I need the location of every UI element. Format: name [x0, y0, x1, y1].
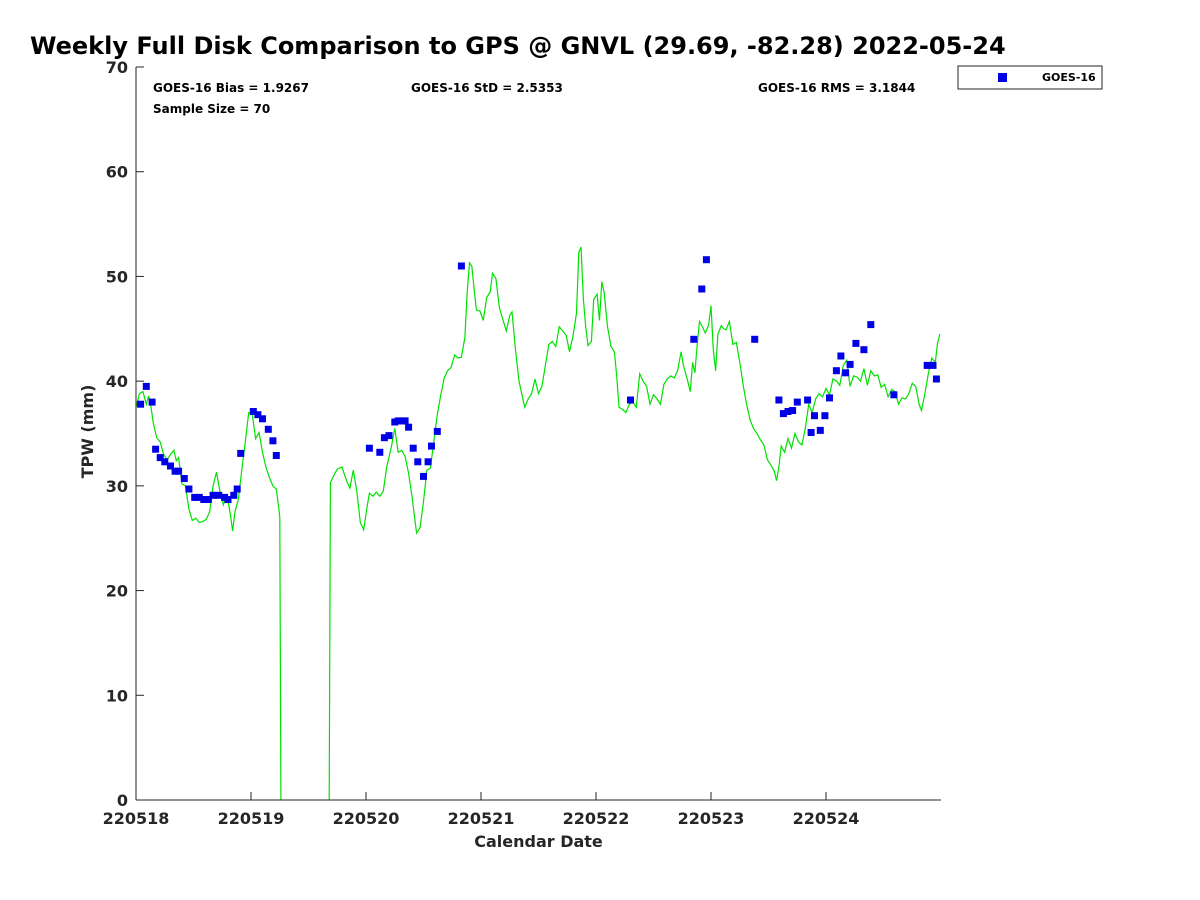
y-tick-label: 70 [106, 58, 128, 77]
y-tick-label: 30 [106, 477, 128, 496]
goes-16-point [233, 485, 241, 493]
y-tick-label: 0 [117, 791, 128, 810]
goes-16-point [195, 493, 203, 501]
goes-16-point [200, 496, 208, 503]
goes-16-point [191, 493, 199, 501]
goes-16-point [161, 458, 169, 466]
goes-16-point [175, 467, 183, 475]
goes-16-point [365, 444, 373, 452]
goes-16-point [259, 415, 266, 423]
legend-label-goes-16: GOES-16 [1042, 71, 1096, 84]
x-tick-label: 220519 [218, 809, 285, 828]
goes-16-point [167, 462, 174, 470]
goes-16-point [249, 408, 257, 415]
rms-annotation: GOES-16 RMS = 3.1844 [758, 81, 915, 95]
goes-16-point [807, 429, 815, 436]
y-tick-label: 20 [106, 582, 128, 601]
goes-16-point [264, 425, 272, 433]
bias-annotation: GOES-16 Bias = 1.9267 [153, 81, 309, 95]
goes-16-point [860, 346, 868, 354]
goes-16-point [811, 412, 818, 420]
goes-16-point [137, 400, 145, 408]
goes-16-point [272, 452, 280, 459]
goes-16-point [215, 491, 223, 499]
goes-16-point [385, 432, 393, 440]
goes-16-point [420, 472, 427, 480]
goes-16-point [185, 485, 193, 493]
goes-16-point [405, 423, 413, 431]
x-tick-label: 220518 [103, 809, 170, 828]
goes-16-point [702, 256, 710, 264]
x-tick-label: 220522 [563, 809, 630, 828]
goes-16-point [821, 412, 829, 420]
y-tick-label: 40 [106, 372, 128, 391]
legend-box [957, 65, 1103, 90]
goes-16-point [414, 458, 422, 466]
goes-16-point [254, 411, 262, 419]
goes-16-point [751, 335, 759, 343]
std-annotation: GOES-16 StD = 2.5353 [411, 81, 563, 95]
axes [135, 67, 941, 801]
goes-16-point [156, 454, 164, 462]
goes-16-point [409, 444, 417, 452]
x-axis-label: Calendar Date [474, 832, 603, 851]
goes-16-point [428, 442, 435, 450]
goes-16-point [380, 434, 388, 442]
goes-16-point [923, 361, 931, 369]
goes-16-point [209, 491, 217, 499]
plot-area [136, 67, 941, 800]
goes-16-point [401, 417, 409, 425]
goes-16-point [932, 375, 940, 383]
goes-16-point [816, 426, 824, 434]
x-tick-label: 220520 [333, 809, 400, 828]
goes-16-point [789, 407, 797, 414]
x-tick-label: 220521 [448, 809, 515, 828]
goes-16-point [698, 285, 706, 293]
goes-16-point [846, 360, 854, 368]
y-tick-label: 60 [106, 163, 128, 182]
goes-16-point [929, 361, 937, 369]
goes-16-series [137, 256, 940, 503]
goes-16-point [779, 410, 787, 418]
goes-16-point [180, 475, 188, 482]
goes-16-point [804, 396, 812, 404]
goes-16-point [152, 445, 160, 453]
y-axis-ticks: 0 10 20 30 40 50 60 70 [106, 58, 144, 810]
sample-size-annotation: Sample Size = 70 [153, 102, 270, 116]
goes-16-point [376, 448, 384, 456]
x-tick-label: 220524 [793, 809, 860, 828]
x-tick-label: 220523 [678, 809, 745, 828]
goes-16-point [837, 352, 845, 360]
goes-16-point [148, 398, 156, 406]
gps-line-segment [135, 390, 282, 801]
y-tick-label: 10 [106, 686, 128, 705]
goes-16-point [224, 496, 232, 503]
goes-16-point [424, 458, 432, 466]
goes-16-point [793, 398, 801, 406]
legend-marker-goes-16 [998, 73, 1007, 82]
x-axis-ticks: 220518 220519 220520 220521 220522 220523 2205… [103, 792, 860, 828]
goes-16-point [842, 369, 850, 377]
goes-16-point [867, 321, 875, 329]
goes-16-point [690, 335, 698, 343]
goes-16-point [826, 394, 833, 402]
goes-16-point [433, 427, 441, 435]
goes-16-point [775, 396, 783, 404]
goes-16-point [230, 491, 238, 499]
goes-16-point [142, 382, 150, 390]
goes-16-point [890, 391, 898, 399]
goes-16-point [852, 339, 860, 347]
goes-16-point [627, 396, 634, 404]
goes-16-point [204, 496, 212, 503]
goes-16-point [784, 408, 792, 415]
goes-16-point [237, 449, 245, 457]
goes-16-point [457, 262, 465, 270]
y-axis-label: TPW (mm) [78, 385, 97, 479]
chart-title: Weekly Full Disk Comparison to GPS @ GNV… [30, 32, 1006, 60]
goes-16-point [269, 437, 277, 445]
legend: GOES-16 [957, 65, 1103, 90]
y-tick-label: 50 [106, 267, 128, 286]
goes-16-point [832, 367, 840, 375]
